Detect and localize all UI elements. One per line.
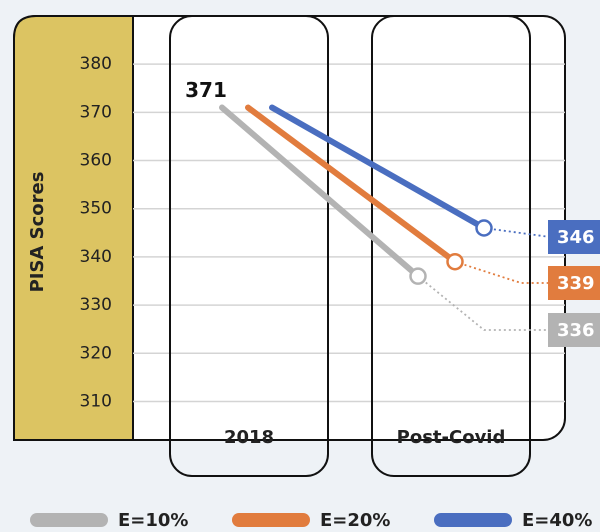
start-label: 371 [185,78,227,102]
value-label: 336 [557,320,595,341]
end-point [446,252,464,271]
column-panel [169,15,329,477]
legend-label: E=40% [522,510,592,531]
y-tick-label: 330 [80,295,112,315]
series-line [269,104,487,231]
y-axis-label: PISA Scores [27,172,48,293]
series-line [245,104,458,265]
y-tick-label: 380 [80,54,112,74]
y-tick-label: 370 [80,102,112,122]
value-label: 339 [557,273,595,294]
connector [417,275,548,331]
y-tick-label: 360 [80,151,112,171]
value-box [548,220,600,254]
legend-label: E=10% [118,510,188,531]
axis-panel [13,15,134,441]
end-point [409,267,427,285]
x-tick-label: 2018 [224,427,274,448]
y-tick-label: 320 [80,343,112,363]
y-tick-label: 350 [80,199,112,219]
end-point [475,219,493,237]
legend-swatch [232,513,310,527]
value-box [548,266,600,300]
legend-swatch [30,513,108,527]
column-panel [371,15,531,477]
y-tick-label: 310 [80,391,112,411]
legend-label: E=20% [320,510,390,531]
value-label: 346 [557,227,595,248]
value-box [548,313,600,347]
series-line [219,104,421,280]
y-tick-label: 340 [80,247,112,267]
legend-swatch [434,513,512,527]
x-tick-label: Post-Covid [397,427,506,448]
